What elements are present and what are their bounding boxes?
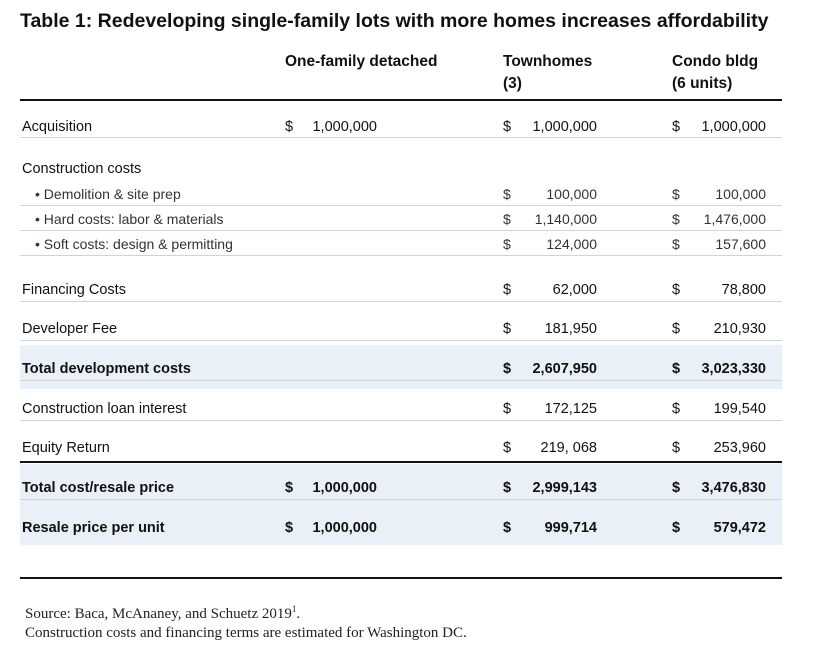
amount: 62,000 — [552, 282, 597, 298]
amount: 78,800 — [721, 282, 766, 298]
currency-symbol: $ — [672, 211, 680, 227]
row-rule — [20, 340, 782, 341]
currency-symbol: $ — [503, 211, 511, 227]
amount: 1,140,000 — [534, 211, 597, 227]
amount: 181,950 — [544, 321, 597, 337]
amount: 1,000,000 — [312, 119, 377, 135]
currency-symbol: $ — [503, 282, 512, 298]
row-rule — [20, 205, 782, 206]
currency-symbol: $ — [503, 520, 512, 536]
column-header: Condo bldg — [672, 53, 759, 70]
currency-symbol: $ — [285, 119, 294, 135]
amount: 172,125 — [544, 401, 597, 417]
currency-symbol: $ — [503, 321, 512, 337]
amount: 2,607,950 — [532, 361, 597, 377]
row-label: Construction costs — [22, 161, 142, 177]
header-rule — [20, 99, 782, 101]
amount: 579,472 — [713, 520, 766, 536]
table-title: Table 1: Redeveloping single-family lots… — [20, 10, 769, 32]
currency-symbol: $ — [503, 119, 512, 135]
column-header: (6 units) — [672, 75, 733, 92]
row-rule — [20, 420, 782, 421]
amount: 3,476,830 — [701, 480, 766, 496]
row-label: • Hard costs: labor & materials — [35, 211, 224, 227]
bottom-rule — [20, 577, 782, 579]
amount: 1,000,000 — [532, 119, 597, 135]
row-label: Resale price per unit — [22, 520, 165, 536]
amount: 1,476,000 — [703, 211, 766, 227]
currency-symbol: $ — [672, 361, 681, 377]
currency-symbol: $ — [285, 520, 294, 536]
currency-symbol: $ — [672, 480, 681, 496]
currency-symbol: $ — [503, 186, 511, 202]
currency-symbol: $ — [285, 480, 294, 496]
row-label: Acquisition — [22, 119, 93, 135]
amount: 999,714 — [544, 520, 597, 536]
currency-symbol: $ — [672, 119, 681, 135]
row-label: • Soft costs: design & permitting — [35, 236, 233, 252]
note: Construction costs and financing terms a… — [25, 625, 467, 641]
row-rule — [20, 230, 782, 231]
amount: 210,930 — [713, 321, 766, 337]
currency-symbol: $ — [672, 401, 681, 417]
row-label: Total cost/resale price — [22, 480, 175, 496]
row-label: Developer Fee — [22, 321, 118, 337]
footnote-ref: 1 — [291, 604, 297, 614]
amount: 1,000,000 — [312, 520, 377, 536]
amount: 199,540 — [713, 401, 766, 417]
amount: 157,600 — [715, 236, 766, 252]
row-shade — [20, 345, 782, 389]
amount: 3,023,330 — [701, 361, 766, 377]
currency-symbol: $ — [503, 440, 512, 456]
currency-symbol: $ — [672, 236, 680, 252]
row-rule — [20, 137, 782, 138]
source: Source: Baca, McAnaney, and Schuetz 2019 — [25, 606, 292, 622]
column-header: Townhomes — [503, 53, 593, 70]
row-label: Total development costs — [22, 361, 191, 377]
column-header: (3) — [503, 75, 522, 92]
currency-symbol: $ — [672, 282, 681, 298]
source-note: Source: Baca, McAnaney, and Schuetz 2019… — [25, 604, 300, 623]
row-rule — [20, 255, 782, 256]
currency-symbol: $ — [503, 401, 512, 417]
currency-symbol: $ — [672, 520, 681, 536]
row-shade — [20, 464, 782, 545]
row-label: Construction loan interest — [22, 401, 187, 417]
row-label: Financing Costs — [22, 282, 126, 298]
amount: 124,000 — [546, 236, 597, 252]
section-rule — [20, 461, 782, 463]
currency-symbol: $ — [672, 321, 681, 337]
row-label: • Demolition & site prep — [35, 186, 181, 202]
currency-symbol: $ — [672, 440, 681, 456]
currency-symbol: $ — [503, 361, 512, 377]
amount: 1,000,000 — [701, 119, 766, 135]
row-rule — [20, 301, 782, 302]
amount: 100,000 — [715, 186, 766, 202]
source-end: . — [296, 606, 301, 622]
amount: 219, 068 — [540, 440, 597, 456]
amount: 253,960 — [713, 440, 766, 456]
currency-symbol: $ — [672, 186, 680, 202]
amount: 100,000 — [546, 186, 597, 202]
column-header: One-family detached — [285, 53, 438, 70]
row-rule — [20, 380, 782, 381]
row-label: Equity Return — [22, 440, 110, 456]
amount: 2,999,143 — [532, 480, 597, 496]
currency-symbol: $ — [503, 236, 511, 252]
amount: 1,000,000 — [312, 480, 377, 496]
row-rule — [20, 499, 782, 500]
currency-symbol: $ — [503, 480, 512, 496]
